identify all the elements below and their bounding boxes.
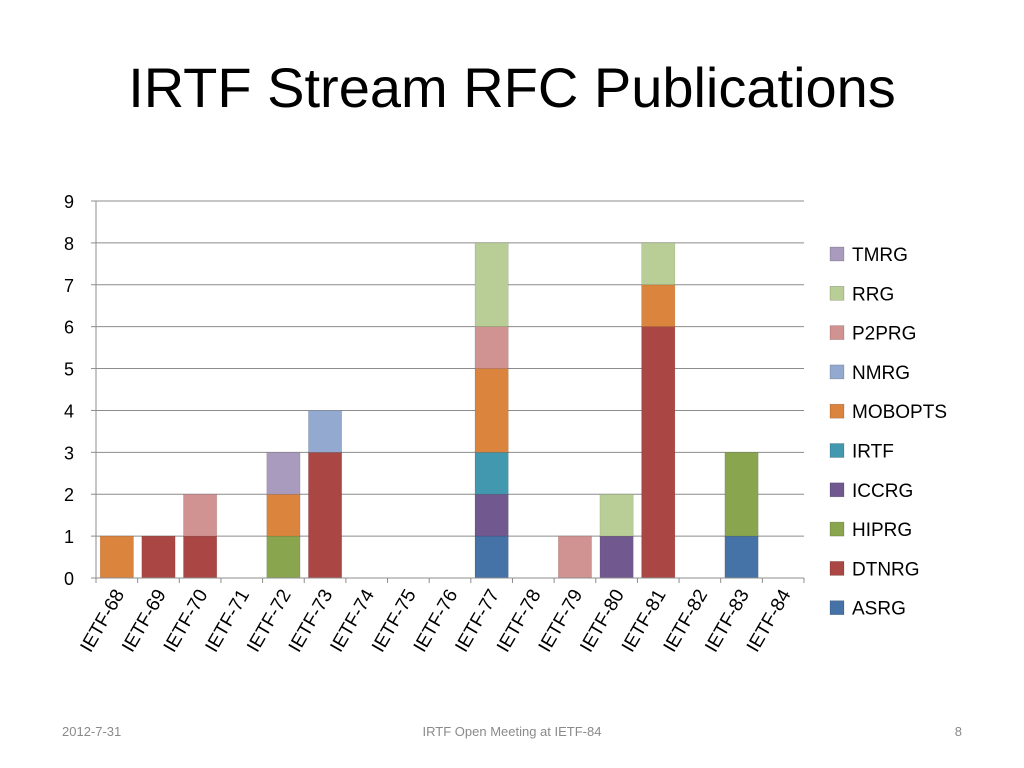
bar-segment-dtnrg bbox=[183, 535, 218, 579]
y-tick-label: 0 bbox=[64, 569, 74, 589]
legend-swatch-hiprg bbox=[829, 521, 845, 537]
slide-title: IRTF Stream RFC Publications bbox=[128, 56, 896, 119]
legend-label-nmrg: NMRG bbox=[852, 363, 910, 384]
footer-center-text: IRTF Open Meeting at IETF-84 bbox=[422, 724, 602, 739]
legend-swatch-dtnrg bbox=[829, 561, 845, 576]
legend-label-tmrg: TMRG bbox=[852, 245, 908, 266]
legend-swatch-mobopts bbox=[829, 403, 845, 419]
axes: 0123456789IETF-68IETF-69IETF-70IETF-71IE… bbox=[64, 192, 805, 656]
footer-date: 2012-7-31 bbox=[62, 724, 122, 739]
bar-segment-mobopts bbox=[266, 493, 301, 537]
bar-segment-mobopts bbox=[474, 368, 509, 453]
bar-segment-dtnrg bbox=[141, 535, 176, 579]
bar-segment-mobopts bbox=[641, 284, 676, 327]
bar-segment-iccrg bbox=[599, 535, 634, 579]
y-tick-label: 7 bbox=[64, 276, 74, 296]
y-tick-label: 2 bbox=[64, 485, 74, 505]
y-tick-label: 4 bbox=[64, 401, 74, 421]
legend-label-dtnrg: DTNRG bbox=[852, 559, 920, 580]
legend-swatch-iccrg bbox=[829, 482, 845, 498]
legend-label-asrg: ASRG bbox=[852, 599, 906, 620]
bar-segment-asrg bbox=[474, 535, 509, 579]
bar-segment-mobopts bbox=[99, 535, 134, 579]
bar-segment-hiprg bbox=[266, 535, 301, 579]
bars bbox=[99, 242, 759, 579]
y-tick-label: 1 bbox=[64, 527, 74, 547]
bar-segment-p2prg bbox=[183, 493, 218, 537]
legend-label-p2prg: P2PRG bbox=[852, 324, 916, 345]
legend-label-mobopts: MOBOPTS bbox=[852, 402, 947, 423]
legend: TMRG RRG P2PRG NMRG MOBOPTS IRTF ICCRG HIPRG DTN… bbox=[829, 245, 947, 620]
bar-segment-iccrg bbox=[474, 493, 509, 537]
bar-segment-nmrg bbox=[308, 410, 343, 453]
legend-label-hiprg: HIPRG bbox=[852, 520, 912, 541]
y-tick-label: 5 bbox=[64, 360, 74, 380]
y-tick-label: 3 bbox=[64, 443, 74, 463]
legend-swatch-asrg bbox=[829, 600, 845, 616]
bar-segment-irtf bbox=[474, 452, 509, 495]
bar-segment-rrg bbox=[599, 493, 634, 537]
bar-segment-rrg bbox=[474, 242, 509, 327]
legend-swatch-irtf bbox=[829, 443, 845, 458]
bar-segment-asrg bbox=[724, 535, 759, 579]
bar-segment-p2prg bbox=[474, 326, 509, 369]
legend-swatch-nmrg bbox=[829, 364, 845, 380]
y-tick-label: 8 bbox=[64, 234, 74, 254]
y-tick-label: 6 bbox=[64, 318, 74, 338]
bar-segment-rrg bbox=[641, 242, 676, 286]
page-number: 8 bbox=[954, 724, 962, 739]
legend-label-rrg: RRG bbox=[852, 284, 894, 305]
legend-label-iccrg: ICCRG bbox=[852, 481, 913, 502]
legend-swatch-tmrg bbox=[829, 246, 845, 262]
bar-segment-dtnrg bbox=[641, 326, 676, 579]
bar-segment-p2prg bbox=[557, 535, 592, 579]
legend-swatch-rrg bbox=[829, 285, 845, 301]
gridlines bbox=[96, 200, 804, 537]
y-tick-label: 9 bbox=[64, 192, 74, 212]
bar-segment-tmrg bbox=[266, 452, 301, 495]
bar-segment-dtnrg bbox=[308, 452, 343, 579]
legend-swatch-p2prg bbox=[829, 325, 845, 340]
legend-label-irtf: IRTF bbox=[852, 442, 894, 463]
bar-segment-hiprg bbox=[724, 452, 759, 537]
